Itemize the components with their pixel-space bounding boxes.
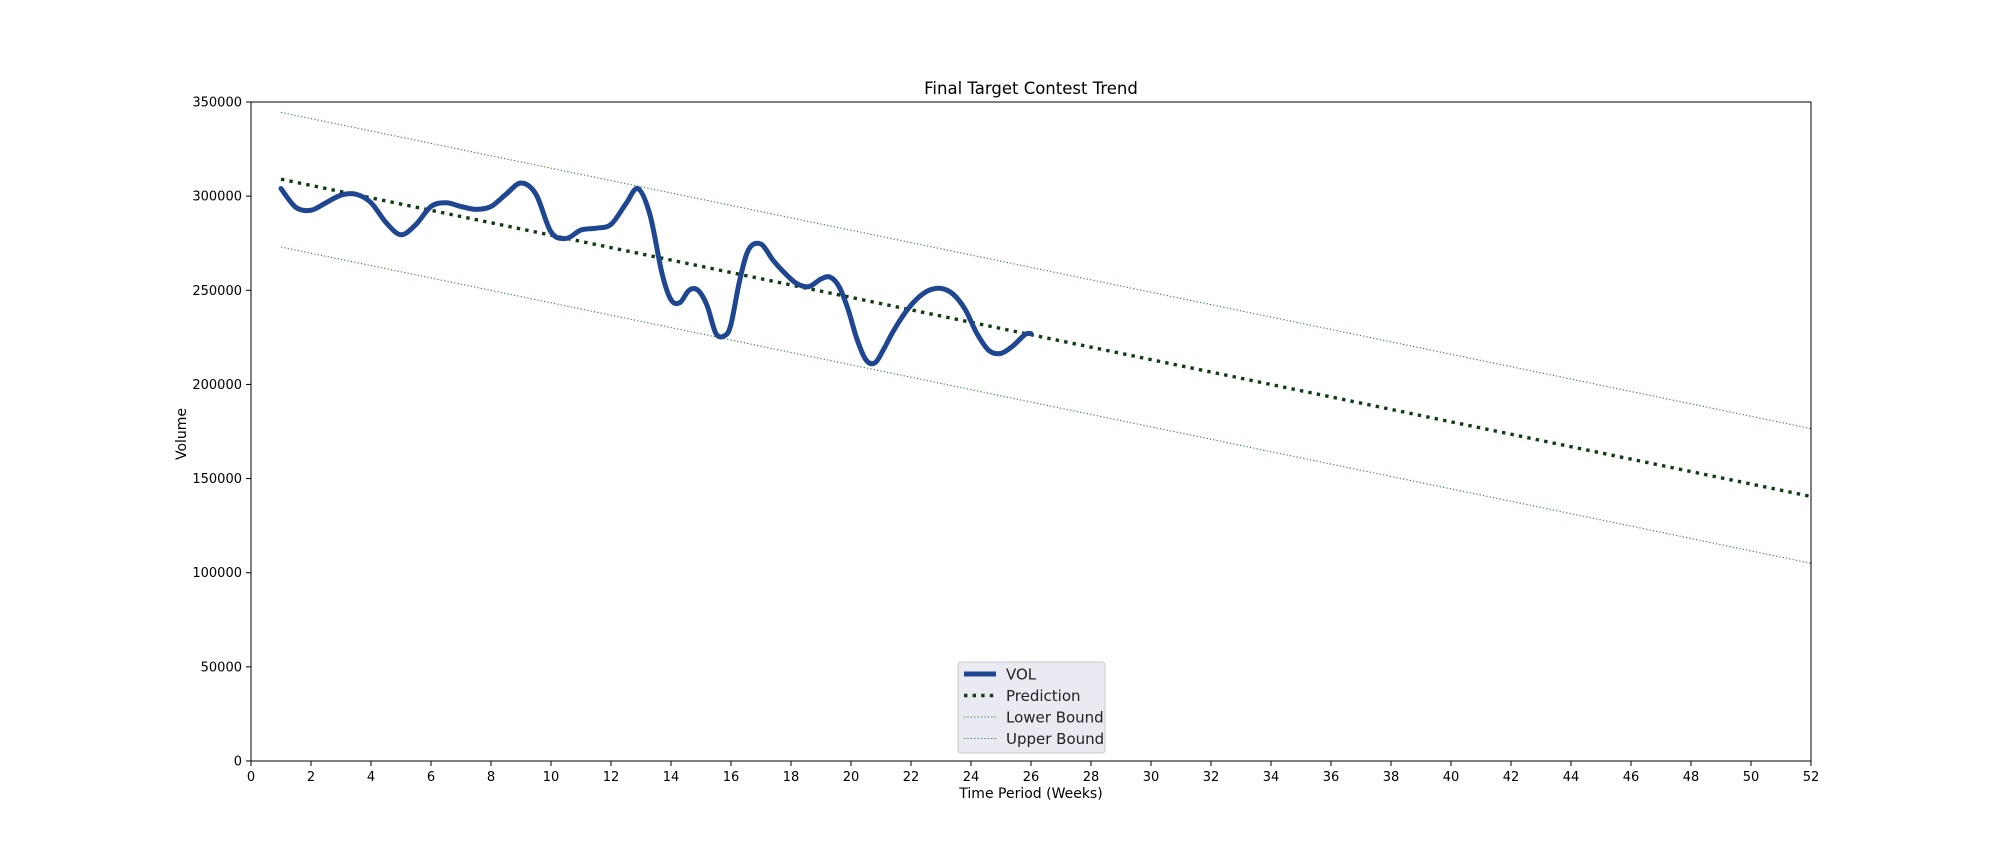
x-tick-label: 34 [1263, 770, 1280, 785]
x-tick-label: 52 [1803, 770, 1820, 785]
y-tick-label: 300000 [192, 190, 242, 205]
legend-label-lower-bound: Lower Bound [1006, 709, 1104, 727]
y-tick-label: 100000 [192, 566, 242, 581]
x-tick-label: 2 [307, 770, 315, 785]
x-tick-label: 44 [1563, 770, 1580, 785]
x-tick-label: 8 [487, 770, 495, 785]
series-line-prediction [280, 177, 1812, 499]
x-tick-label: 20 [843, 770, 860, 785]
x-tick-label: 10 [543, 770, 560, 785]
x-tick-label: 18 [783, 770, 800, 785]
x-tick-label: 14 [663, 770, 680, 785]
x-tick-label: 6 [427, 770, 435, 785]
x-tick-label: 22 [903, 770, 920, 785]
y-tick-label: 150000 [192, 472, 242, 487]
x-tick-label: 46 [1623, 770, 1640, 785]
x-tick-label: 4 [367, 770, 375, 785]
x-tick-label: 50 [1743, 770, 1760, 785]
legend-box [957, 661, 1106, 754]
x-tick-label: 16 [723, 770, 740, 785]
x-tick-label: 48 [1683, 770, 1700, 785]
plot-area: 0 2 4 6 8 10 12 14 16 18 20 22 24 26 28 30 32 34 36 38 40 42 4… [192, 96, 1819, 786]
legend: VOL Prediction Lower Bound Upper Bound [957, 661, 1106, 754]
x-tick-label: 0 [247, 770, 255, 785]
y-tick-label: 50000 [201, 660, 242, 675]
series-line-upper-bound [280, 111, 1812, 430]
x-tick-label: 38 [1383, 770, 1400, 785]
x-tick-label: 40 [1443, 770, 1460, 785]
legend-label-prediction: Prediction [1006, 687, 1081, 705]
y-tick-label: 200000 [192, 378, 242, 393]
x-tick-label: 36 [1323, 770, 1340, 785]
y-tick-label: 250000 [192, 284, 242, 299]
legend-label-upper-bound: Upper Bound [1006, 730, 1104, 748]
y-axis-title: Volume [174, 408, 190, 460]
y-tick-label: 350000 [192, 96, 242, 111]
chart-title: Final Target Contest Trend [924, 79, 1138, 98]
x-tick-label: 12 [603, 770, 620, 785]
x-axis-title: Time Period (Weeks) [958, 786, 1102, 802]
series-line-vol [278, 180, 1034, 367]
x-tick-label: 26 [1023, 770, 1040, 785]
x-tick-label: 42 [1503, 770, 1520, 785]
series-line-lower-bound [280, 246, 1812, 564]
x-tick-label: 28 [1083, 770, 1100, 785]
x-tick-label: 24 [963, 770, 980, 785]
x-tick-label: 30 [1143, 770, 1160, 785]
legend-label-vol: VOL [1006, 666, 1037, 684]
y-tick-label: 0 [234, 755, 242, 770]
x-tick-label: 32 [1203, 770, 1220, 785]
